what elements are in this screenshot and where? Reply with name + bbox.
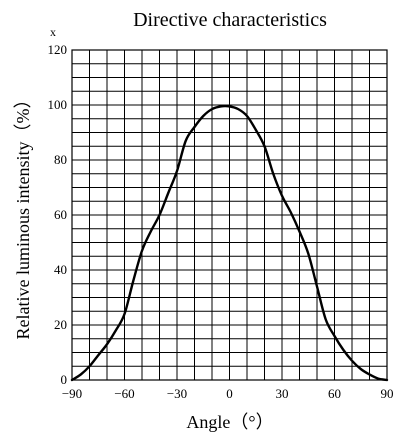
plot-frame — [71, 49, 388, 381]
y-tick-label: 40 — [54, 262, 67, 277]
y-tick-labels: 0 20 40 60 80 100 120 — [48, 42, 68, 387]
x-tick-label: 30 — [276, 386, 289, 401]
x-tick-label: 60 — [328, 386, 341, 401]
y-axis-title: Relative luminous intensity（%） — [13, 91, 33, 340]
series-curve — [70, 104, 389, 382]
x-tick-label: 90 — [381, 386, 394, 401]
x-tick-label: −90 — [62, 386, 82, 401]
y-tick-label: 120 — [48, 42, 68, 57]
y-tick-label: 100 — [48, 97, 68, 112]
x-tick-label: −30 — [167, 386, 187, 401]
grid — [71, 49, 388, 381]
chart-title: Directive characteristics — [133, 9, 327, 31]
corner-label: x — [50, 25, 56, 39]
y-tick-label: 20 — [54, 317, 67, 332]
x-tick-labels: −90 −60 −30 0 30 60 90 — [62, 386, 394, 401]
y-tick-label: 60 — [54, 207, 67, 222]
x-tick-label: −60 — [114, 386, 134, 401]
y-tick-label: 80 — [54, 152, 67, 167]
x-tick-label: 0 — [226, 386, 233, 401]
x-axis-title: Angle（°） — [186, 412, 273, 432]
y-tick-label: 0 — [61, 372, 68, 387]
